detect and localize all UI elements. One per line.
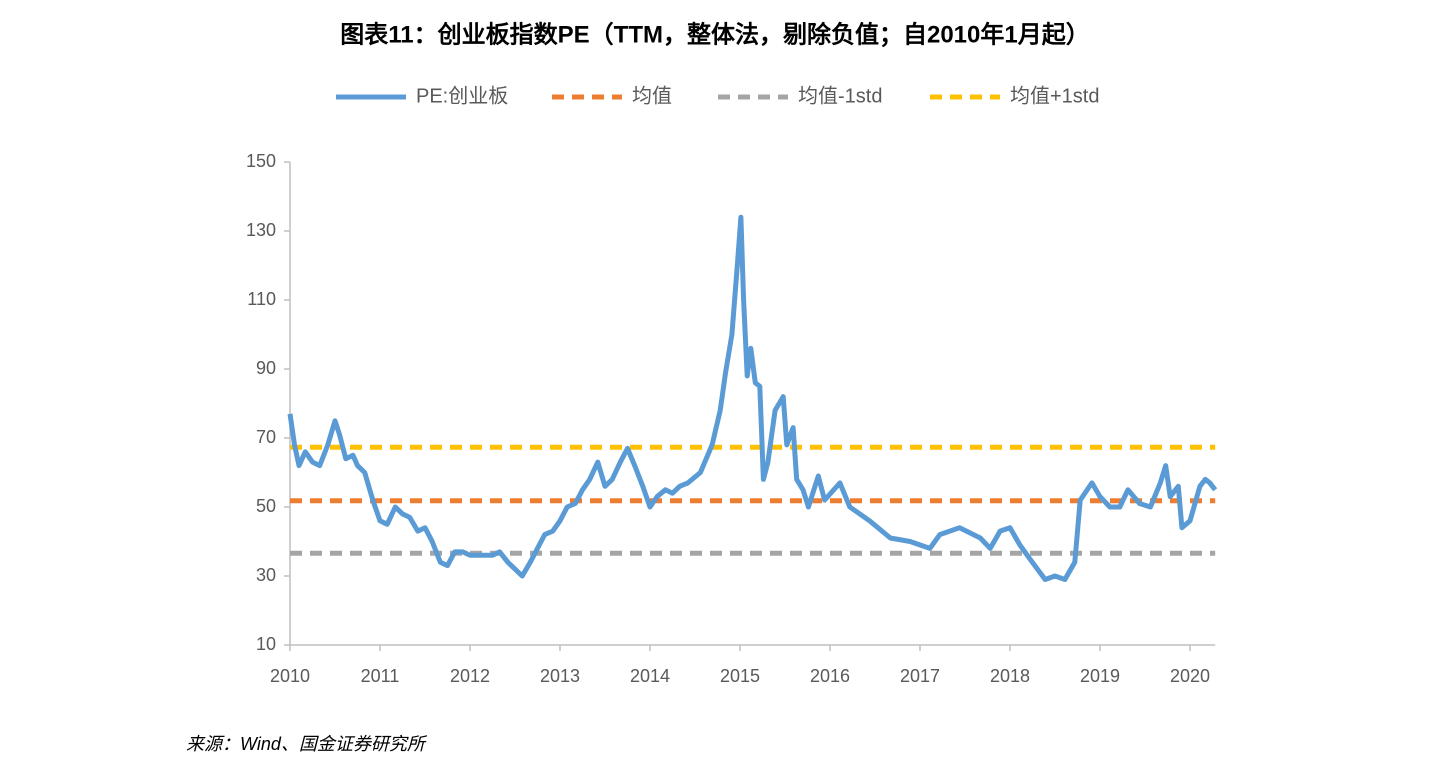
x-tick-label: 2019 (1080, 666, 1120, 686)
legend-label: 均值+1std (1010, 84, 1099, 107)
y-tick-label: 150 (246, 151, 276, 171)
chart-title: 图表11：创业板指数PE（TTM，整体法，剔除负值；自2010年1月起） (340, 20, 1089, 48)
y-tick-label: 10 (256, 634, 276, 654)
y-tick-label: 130 (246, 220, 276, 240)
x-tick-label: 2010 (270, 666, 310, 686)
x-tick-label: 2014 (630, 666, 670, 686)
x-tick-label: 2018 (990, 666, 1030, 686)
x-tick-label: 2011 (361, 666, 400, 686)
y-tick-label: 50 (256, 496, 276, 516)
legend-label: 均值-1std (798, 84, 882, 107)
legend-label: PE:创业板 (416, 84, 508, 107)
x-tick-label: 2012 (450, 666, 490, 686)
data-line (287, 214, 1218, 582)
x-tick-label: 2016 (810, 666, 850, 686)
x-tick-label: 2015 (720, 666, 760, 686)
x-tick-label: 2013 (540, 666, 580, 686)
legend-label: 均值 (632, 84, 672, 107)
y-tick-label: 70 (256, 427, 276, 447)
y-tick-label: 30 (256, 565, 276, 585)
source-note: 来源：Wind、国金证券研究所 (186, 734, 428, 754)
x-tick-label: 2017 (900, 666, 940, 686)
y-tick-label: 90 (256, 358, 276, 378)
x-tick-label: 2020 (1170, 666, 1210, 686)
y-tick-label: 110 (247, 289, 276, 309)
